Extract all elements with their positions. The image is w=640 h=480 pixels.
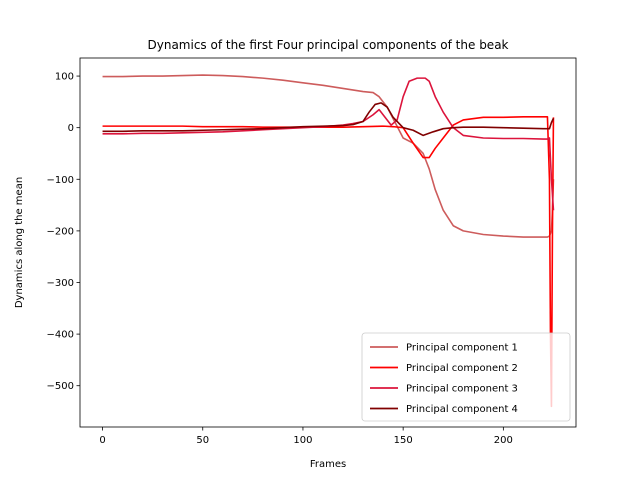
y-tick-label: 100	[55, 72, 74, 83]
legend-label: Principal component 3	[406, 384, 518, 395]
series-line-3	[102, 77, 555, 211]
x-axis-label: Frames	[310, 459, 346, 470]
y-tick-label: −200	[47, 226, 74, 237]
y-tick-label: 0	[68, 123, 74, 134]
x-tick-label: 0	[99, 435, 105, 446]
y-axis: 100 0 −100 −200 −300 −400 −500	[47, 72, 80, 392]
x-tick-label: 200	[494, 435, 513, 446]
legend: Principal component 1 Principal component…	[361, 332, 571, 422]
series-line-1	[102, 74, 555, 238]
x-axis: 0 50 100 150 200	[99, 427, 513, 446]
x-tick-label: 50	[196, 435, 209, 446]
legend-label: Principal component 2	[406, 363, 518, 374]
plot-area	[79, 57, 577, 428]
x-tick-label: 150	[394, 435, 413, 446]
legend-label: Principal component 1	[406, 343, 518, 354]
y-tick-label: −100	[47, 175, 74, 186]
plot-frame	[79, 57, 577, 428]
y-tick-label: −500	[47, 381, 74, 392]
series-line-2	[102, 116, 555, 408]
legend-box	[361, 332, 571, 422]
y-axis-label: Dynamics along the mean	[14, 177, 25, 308]
series-line-4	[102, 102, 555, 137]
legend-label: Principal component 4	[406, 404, 518, 415]
y-tick-label: −400	[47, 330, 74, 341]
x-tick-label: 100	[293, 435, 312, 446]
y-tick-label: −300	[47, 278, 74, 289]
chart-title: Dynamics of the first Four principal com…	[148, 38, 509, 52]
